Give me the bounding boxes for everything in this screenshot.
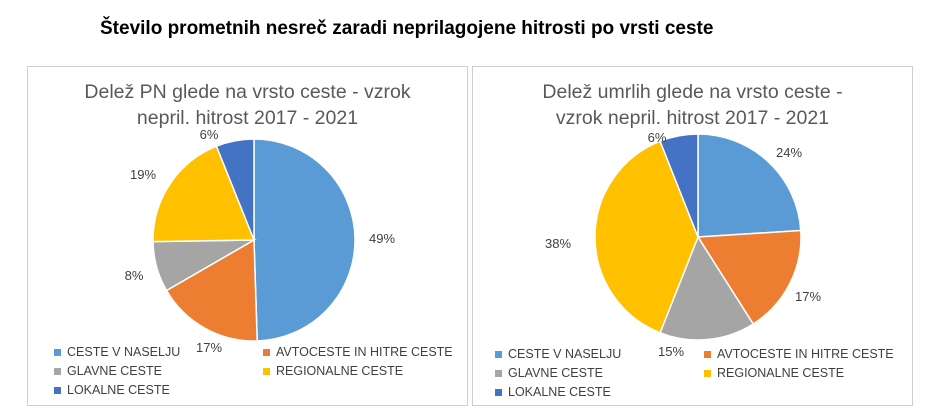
data-label-lokalne-ceste: 6% xyxy=(200,127,219,142)
data-label-lokalne-ceste: 6% xyxy=(648,130,667,145)
chart-panel-fatalities: Delež umrlih glede na vrsto ceste - vzro… xyxy=(472,66,913,406)
page-title: Število prometnih nesreč zaradi neprilag… xyxy=(100,18,714,39)
data-label-glavne-ceste: 8% xyxy=(125,268,144,283)
pie-slice-ceste-v-naselju xyxy=(253,138,356,342)
data-label-glavne-ceste: 15% xyxy=(658,344,684,359)
chart-title: Delež umrlih glede na vrsto ceste - vzro… xyxy=(473,79,912,131)
pie-slice-regionalne-ceste xyxy=(152,145,256,243)
pie-chart-accidents: 49% 17% 8% 19% 6% xyxy=(125,127,396,355)
pie-slice-regionalne-ceste xyxy=(594,140,699,334)
data-label-regionalne-ceste: 38% xyxy=(545,236,571,251)
data-label-avtoceste-in-hitre-ceste: 17% xyxy=(795,289,821,304)
pie-slice-glavne-ceste xyxy=(659,235,755,341)
data-label-avtoceste-in-hitre-ceste: 17% xyxy=(196,340,222,355)
chart-title-line1: Delež PN glede na vrsto ceste - vzrok xyxy=(84,81,411,103)
data-label-ceste-v-naselju: 49% xyxy=(369,231,395,246)
chart-title: Delež PN glede na vrsto ceste - vzrok ne… xyxy=(28,79,467,131)
data-label-regionalne-ceste: 19% xyxy=(130,167,156,182)
pie-slice-avtoceste-in-hitre-ceste xyxy=(165,238,258,342)
data-label-ceste-v-naselju: 24% xyxy=(776,145,802,160)
chart-title-line2: vzrok nepril. hitrost 2017 - 2021 xyxy=(555,107,830,129)
pie-slice-lokalne-ceste xyxy=(659,133,699,238)
chart-panel-road-accidents: Delež PN glede na vrsto ceste - vzrok ne… xyxy=(27,66,468,406)
pie-slice-lokalne-ceste xyxy=(215,138,255,241)
chart-title-line1: Delež umrlih glede na vrsto ceste - xyxy=(542,81,843,103)
chart-title-line2: nepril. hitrost 2017 - 2021 xyxy=(136,107,359,129)
pie-slice-ceste-v-naselju xyxy=(697,133,802,238)
pie-chart-fatalities: 24% 17% 15% 38% 6% xyxy=(545,130,821,359)
pie-slice-avtoceste-in-hitre-ceste xyxy=(696,229,802,326)
